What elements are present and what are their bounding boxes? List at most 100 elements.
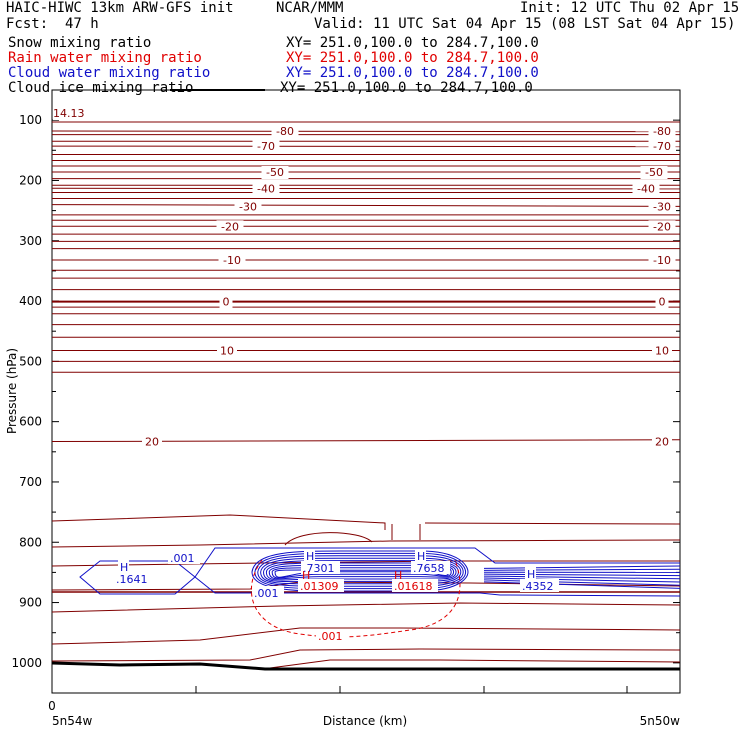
legend-entry-name: Rain water mixing ratio — [8, 50, 202, 66]
temperature-contour-label: -70 — [653, 140, 671, 153]
cloud-water-max-value: .4352 — [522, 580, 554, 593]
y-tick-label: 700 — [19, 475, 42, 489]
org-label: NCAR/MMM — [276, 0, 344, 16]
cloud-water-max-marker: H — [120, 561, 128, 574]
label-knockout — [648, 254, 676, 268]
cloud-water-contour — [483, 577, 681, 583]
y-tick-label: 200 — [19, 173, 42, 187]
label-knockout — [301, 561, 340, 574]
label-knockout — [648, 125, 676, 139]
cloud-water-contour — [254, 552, 467, 590]
cloud-water-contour — [194, 576, 681, 597]
label-knockout — [632, 182, 660, 196]
temperature-contour-label: -50 — [266, 166, 284, 179]
label-knockout — [392, 579, 438, 592]
cloud-water-max-marker: H — [417, 550, 425, 563]
forecast-hours: 47 h — [65, 16, 99, 32]
label-knockout — [53, 107, 81, 120]
rain-water-max-marker: H — [302, 569, 310, 582]
y-axis-label: Pressure (hPa) — [5, 348, 19, 434]
label-knockout — [114, 572, 153, 585]
label-knockout — [652, 435, 672, 449]
forecast-label: Fcst: — [6, 16, 49, 32]
temperature-contour-label: 20 — [145, 436, 159, 449]
x-tick-label: 0 — [48, 699, 56, 713]
plot-title: HAIC-HIWC 13km ARW-GFS init — [6, 0, 234, 16]
temperature-contour — [51, 602, 681, 613]
temperature-contour-label: -20 — [653, 220, 671, 233]
temperature-contour — [51, 539, 681, 548]
y-tick-label: 500 — [19, 354, 42, 368]
y-tick-label: 900 — [19, 596, 42, 610]
cloud-water-max-value: .7301 — [303, 562, 335, 575]
label-knockout — [234, 200, 262, 214]
temperature-contour-label: 10 — [220, 344, 234, 357]
temperature-contour-label: -40 — [637, 182, 655, 195]
cloud-water-max-value: .7658 — [413, 562, 445, 575]
label-knockout — [520, 579, 559, 592]
cloud-water-contour — [483, 565, 681, 569]
label-knockout — [261, 166, 289, 180]
cloud-water-contour — [483, 575, 681, 580]
label-knockout — [142, 435, 162, 449]
temperature-contour — [51, 560, 680, 567]
y-tick-label: 100 — [19, 113, 42, 127]
cloud-water-contour — [257, 555, 464, 587]
temperature-contour-label: -30 — [239, 200, 257, 213]
temperature-contour-label: -80 — [276, 125, 294, 138]
temperature-contour — [269, 659, 681, 669]
cloud-water-contour — [260, 557, 462, 585]
temperature-contour-label: -70 — [257, 140, 275, 153]
temperature-contour-label: 0 — [659, 296, 666, 309]
y-tick-label: 1000 — [11, 656, 42, 670]
corner-value-label: 14.13 — [53, 107, 85, 120]
label-knockout — [525, 567, 536, 580]
label-knockout — [216, 220, 244, 234]
y-tick-label: 400 — [19, 294, 42, 308]
label-knockout — [655, 295, 669, 309]
label-knockout — [640, 166, 668, 180]
cloud-water-contour-label: .001 — [170, 552, 195, 565]
label-knockout — [304, 549, 315, 562]
label-knockout — [648, 140, 676, 154]
label-knockout — [252, 182, 280, 196]
label-knockout — [411, 561, 450, 574]
temperature-contour-label: -10 — [653, 254, 671, 267]
legend-entry-coords: XY= 251.0,100.0 to 284.7,100.0 — [280, 80, 533, 96]
cloud-water-max-marker: H — [527, 568, 535, 581]
cloud-water-contour — [483, 581, 681, 589]
temperature-contour-label: 20 — [655, 436, 669, 449]
label-knockout — [252, 586, 284, 599]
temperature-contour-label: -80 — [653, 125, 671, 138]
legend-entry-coords: XY= 251.0,100.0 to 284.7,100.0 — [286, 50, 539, 66]
cloud-water-contour — [194, 547, 680, 578]
x-axis-label: Distance (km) — [323, 714, 407, 728]
temperature-contour-label: -40 — [257, 182, 275, 195]
rain-water-max-marker: H — [394, 569, 402, 582]
legend-entry-name: Cloud ice mixing ratio — [8, 80, 194, 96]
temperature-contour — [51, 648, 681, 662]
cloud-water-max-value: .1641 — [116, 573, 148, 586]
label-knockout — [219, 295, 233, 309]
plot-frame — [51, 89, 681, 694]
cloud-water-contour — [483, 568, 681, 571]
cloud-water-contour — [483, 579, 681, 586]
cloud-water-max-marker: H — [306, 550, 314, 563]
label-knockout — [298, 579, 344, 592]
rain-water-contour-label: .001 — [318, 630, 343, 643]
temperature-contour — [51, 514, 681, 530]
x-left-endpoint: 5n54w — [52, 714, 93, 728]
temperature-contour-label: -30 — [653, 200, 671, 213]
label-knockout — [168, 551, 200, 564]
label-knockout — [218, 254, 246, 268]
rain-water-max-value: .01618 — [394, 580, 433, 593]
label-knockout — [648, 200, 676, 214]
temperature-contour-label: -10 — [223, 254, 241, 267]
temperature-contour — [51, 145, 681, 148]
label-knockout — [118, 560, 129, 573]
y-tick-label: 600 — [19, 415, 42, 429]
temperature-contour-label: -20 — [221, 220, 239, 233]
temperature-contour — [391, 524, 421, 540]
label-knockout — [271, 125, 299, 139]
